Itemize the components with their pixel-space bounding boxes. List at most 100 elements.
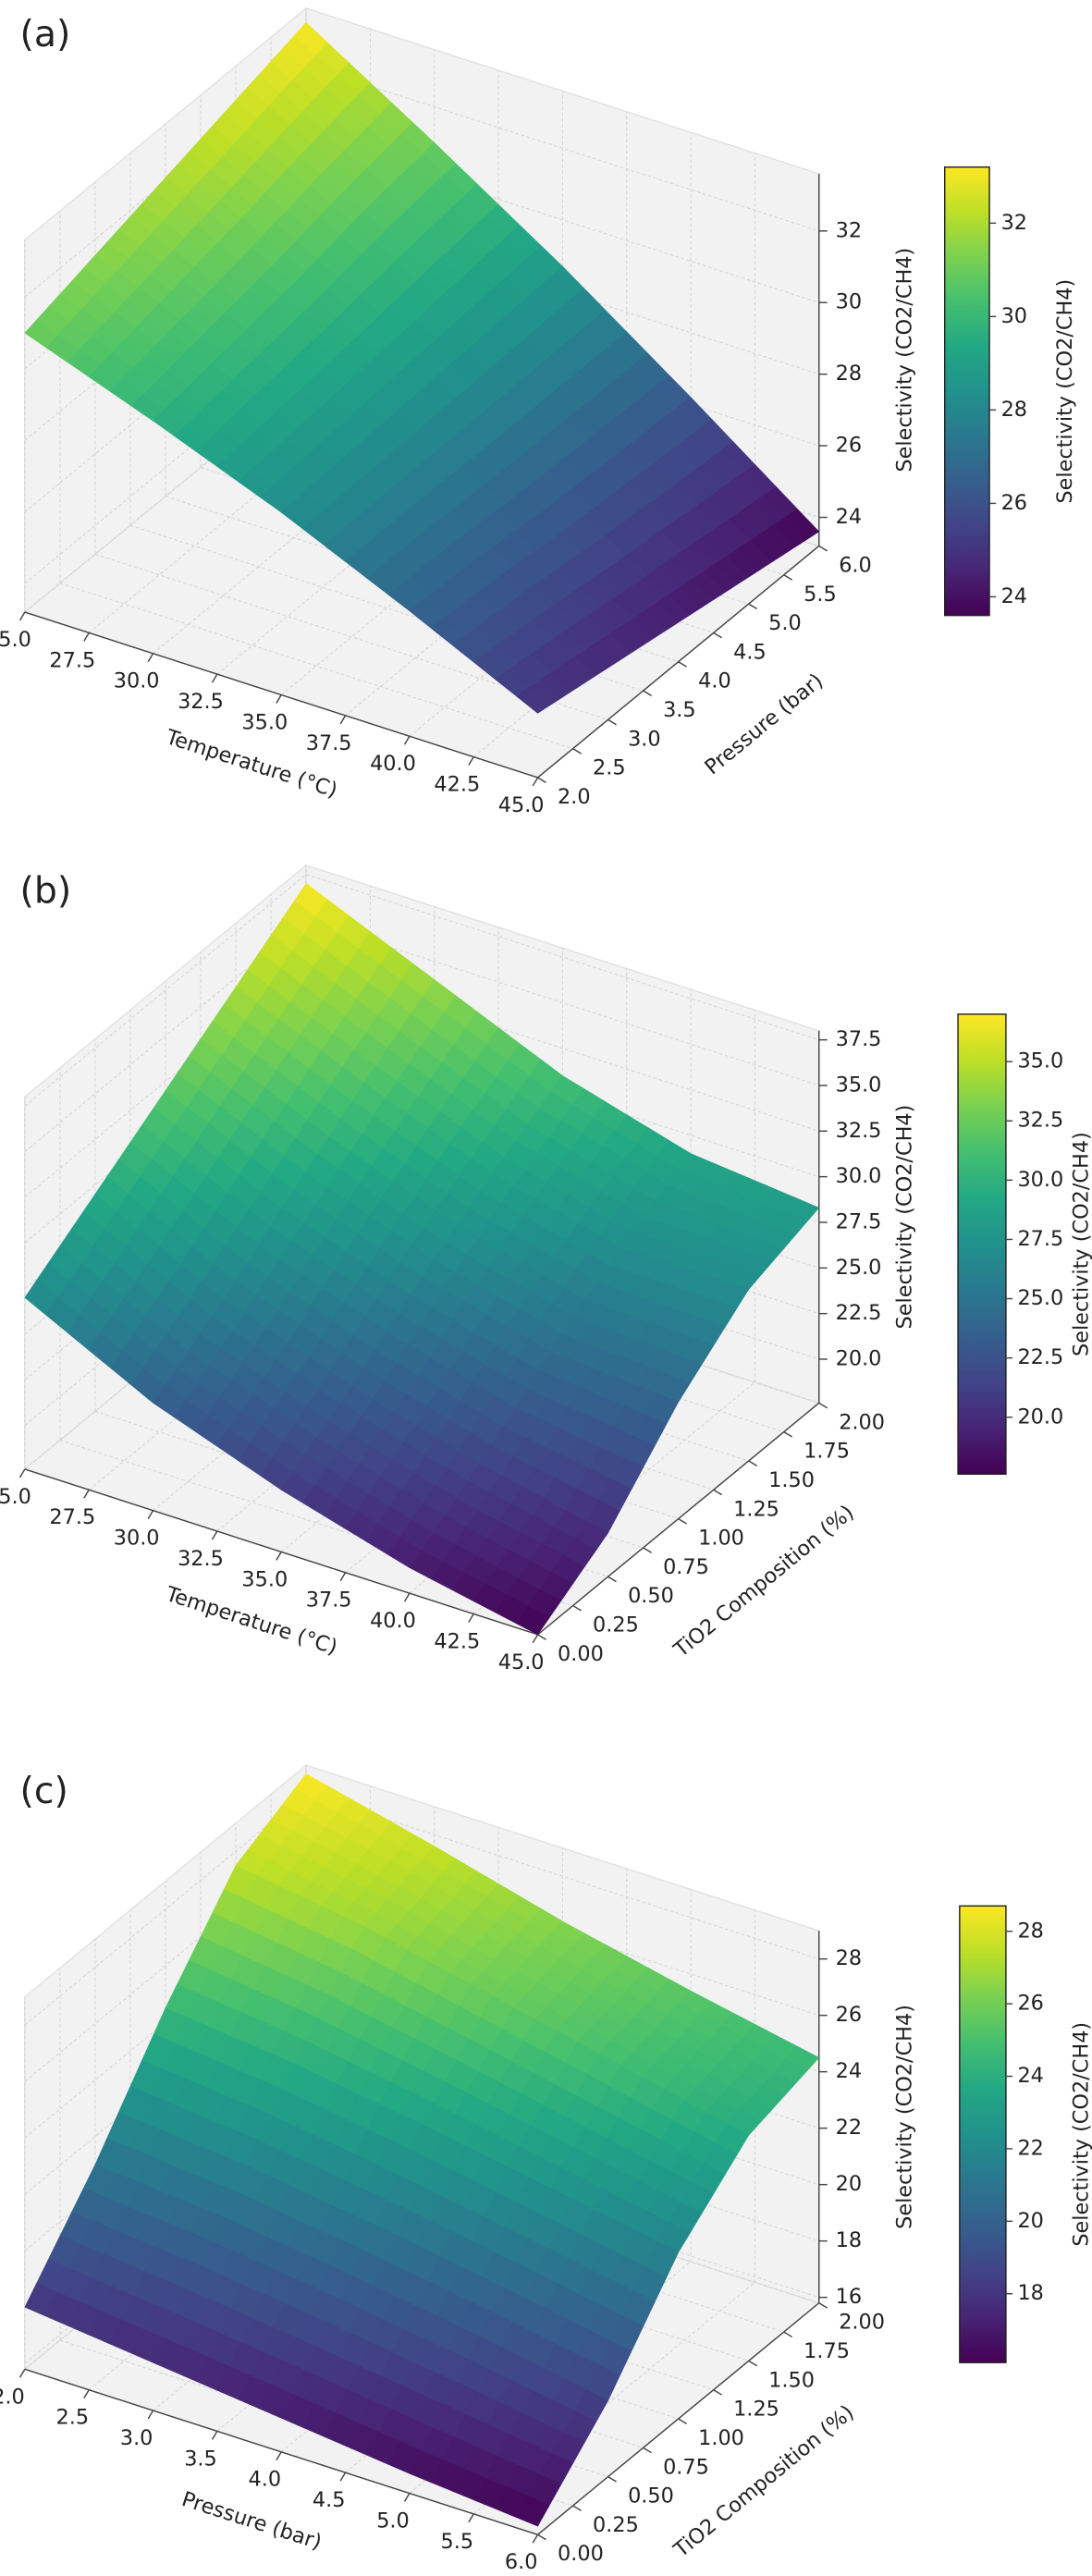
y-tick	[537, 2533, 546, 2541]
z-tick-label: 28	[836, 362, 862, 386]
x-tick-label: 45.0	[498, 1650, 545, 1674]
surface-facet	[515, 2496, 550, 2527]
x-tick-label: 37.5	[306, 1589, 352, 1613]
grid-line	[59, 583, 573, 750]
x-tick-label: 5.0	[376, 2509, 410, 2533]
x-tick-label: 3.5	[184, 2447, 217, 2471]
x-tick	[211, 1530, 218, 1540]
y-axis-label: TiO2 Composition (%)	[669, 2400, 858, 2563]
y-tick-label: 1.00	[698, 1527, 744, 1551]
y-tick-label: 0.00	[558, 2542, 604, 2566]
x-tick-label: 45.0	[498, 793, 545, 817]
colorbar-tick-label: 28	[1017, 1919, 1043, 1943]
z-tick-label: 16	[836, 2285, 862, 2309]
x-tick	[211, 2431, 218, 2440]
x-tick	[339, 715, 347, 725]
z-axis-label: Selectivity (CO2/CH4)	[892, 248, 916, 472]
z-tick-label: 22	[836, 2116, 862, 2140]
colorbar-tick-label: 20	[1017, 2209, 1043, 2233]
y-tick	[783, 2331, 793, 2338]
y-tick	[818, 1402, 828, 1409]
y-tick	[713, 1489, 722, 1496]
colorbar-tick-label: 26	[1001, 491, 1027, 515]
colorbar-tick-label: 35.0	[1017, 1049, 1063, 1073]
y-tick	[537, 1634, 546, 1640]
x-tick	[83, 632, 90, 642]
y-tick	[572, 748, 582, 754]
y-tick-label: 4.0	[698, 669, 731, 693]
x-tick	[403, 2493, 411, 2502]
y-tick-label: 5.5	[804, 583, 837, 607]
x-tick	[532, 1634, 539, 1644]
y-tick	[783, 1431, 793, 1438]
y-tick-label: 0.75	[663, 2455, 709, 2479]
x-tick-label: 4.0	[249, 2468, 282, 2492]
colorbar-tick-label: 22.5	[1017, 1345, 1063, 1369]
y-tick	[607, 2476, 617, 2483]
colorbar-tick-label: 27.5	[1017, 1227, 1063, 1251]
z-tick-label: 24	[836, 505, 862, 529]
y-tick-label: 0.25	[593, 2513, 639, 2537]
z-tick-label: 30	[836, 290, 862, 314]
y-tick-label: 4.5	[733, 640, 767, 664]
x-tick	[339, 1572, 347, 1582]
x-tick-label: 27.5	[49, 648, 95, 672]
grid-line	[24, 874, 307, 1107]
y-tick-label: 1.50	[768, 2368, 815, 2392]
y-tick-label: 2.5	[593, 756, 626, 780]
x-tick	[18, 611, 26, 621]
grid-line	[305, 1793, 819, 1960]
y-tick	[537, 777, 546, 783]
x-tick	[468, 1613, 474, 1623]
y-tick-label: 2.00	[839, 1410, 885, 1434]
x-tick-label: 27.5	[49, 1505, 95, 1529]
x-tick-label: 42.5	[434, 773, 480, 797]
y-axis-label: TiO2 Composition (%)	[669, 1501, 858, 1663]
x-tick-label: 30.0	[114, 669, 160, 693]
y-tick-label: 1.25	[733, 1497, 779, 1521]
colorbar-tick-label: 32.5	[1017, 1109, 1063, 1133]
y-tick	[678, 2418, 687, 2424]
colorbar	[959, 1905, 1007, 2363]
colorbar-tick-label: 28	[1001, 398, 1027, 422]
colorbar-tick-label: 24	[1017, 2064, 1043, 2088]
x-tick	[276, 694, 282, 704]
x-tick	[276, 2451, 282, 2461]
y-tick	[643, 2447, 652, 2454]
x-tick	[532, 777, 539, 787]
y-tick-label: 2.00	[839, 2311, 885, 2335]
x-tick-label: 2.0	[0, 2385, 25, 2409]
x-tick	[147, 1510, 154, 1519]
y-tick	[678, 661, 687, 668]
y-tick	[678, 1517, 687, 1525]
z-tick-label: 32	[836, 218, 862, 242]
x-tick-label: 40.0	[370, 752, 416, 776]
x-tick-label: 40.0	[370, 1609, 416, 1633]
panel-label: (a)	[19, 13, 70, 55]
x-tick	[468, 756, 474, 766]
y-tick-label: 1.75	[804, 1440, 850, 1464]
y-tick	[607, 1576, 617, 1583]
x-tick-label: 5.5	[441, 2530, 474, 2554]
y-tick	[607, 718, 617, 726]
y-tick	[748, 2360, 758, 2367]
y-tick-label: 1.25	[733, 2398, 779, 2422]
y-tick-label: 0.50	[628, 2484, 674, 2509]
colorbar-tick-label: 22	[1017, 2136, 1043, 2160]
x-tick	[83, 2389, 90, 2399]
panel: (a) 25.0 27.5 30.0 32.5 35.0 37.5 40.0 42.5 45.0 2…	[0, 6, 1077, 817]
z-tick-label: 37.5	[836, 1027, 882, 1051]
x-tick	[403, 1592, 411, 1602]
x-tick	[147, 653, 154, 663]
y-tick	[713, 632, 722, 639]
colorbar-tick-label: 26	[1017, 1992, 1043, 2016]
z-tick-label: 25.0	[836, 1256, 882, 1280]
x-tick	[83, 1489, 90, 1499]
x-tick-label: 35.0	[241, 710, 288, 734]
x-tick	[211, 673, 218, 683]
z-tick-label: 20	[836, 2172, 862, 2196]
colorbar-tick-label: 30.0	[1017, 1168, 1063, 1192]
x-tick-label: 37.5	[306, 731, 352, 755]
colorbar-tick-label: 18	[1017, 2281, 1043, 2305]
